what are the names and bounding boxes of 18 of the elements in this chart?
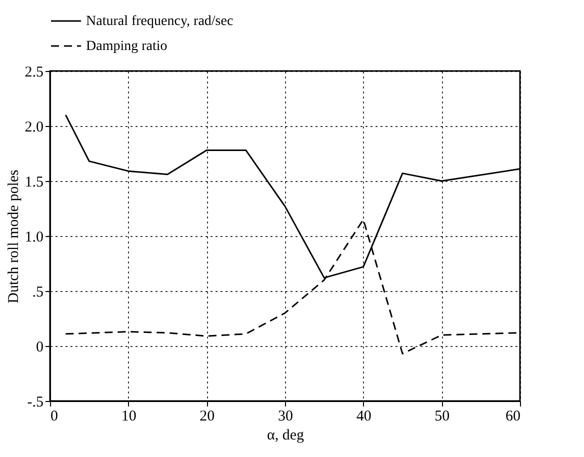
y-tick-label: -.5 xyxy=(27,394,44,410)
legend-label: Damping ratio xyxy=(86,39,168,54)
x-tick-label: 40 xyxy=(356,408,372,424)
y-tick-label: .5 xyxy=(32,284,44,300)
x-tick-label: 50 xyxy=(434,408,450,424)
y-tick-label: 0 xyxy=(36,340,44,356)
y-tick-label: 2.0 xyxy=(24,120,44,136)
legend-label: Natural frequency, rad/sec xyxy=(86,14,234,29)
x-tick-label: 60 xyxy=(506,408,520,424)
x-tick-label: 0 xyxy=(50,408,58,424)
y-tick-label: 1.5 xyxy=(24,174,44,190)
x-axis-title: α, deg xyxy=(266,428,304,444)
x-tick-label: 20 xyxy=(200,408,215,424)
x-tick-label: 30 xyxy=(278,408,293,424)
y-axis-title: Dutch roll mode poles xyxy=(6,169,22,304)
y-tick-label: 1.0 xyxy=(24,230,44,246)
y-tick-label: 2.5 xyxy=(24,64,44,80)
x-tick-label: 10 xyxy=(121,408,136,424)
